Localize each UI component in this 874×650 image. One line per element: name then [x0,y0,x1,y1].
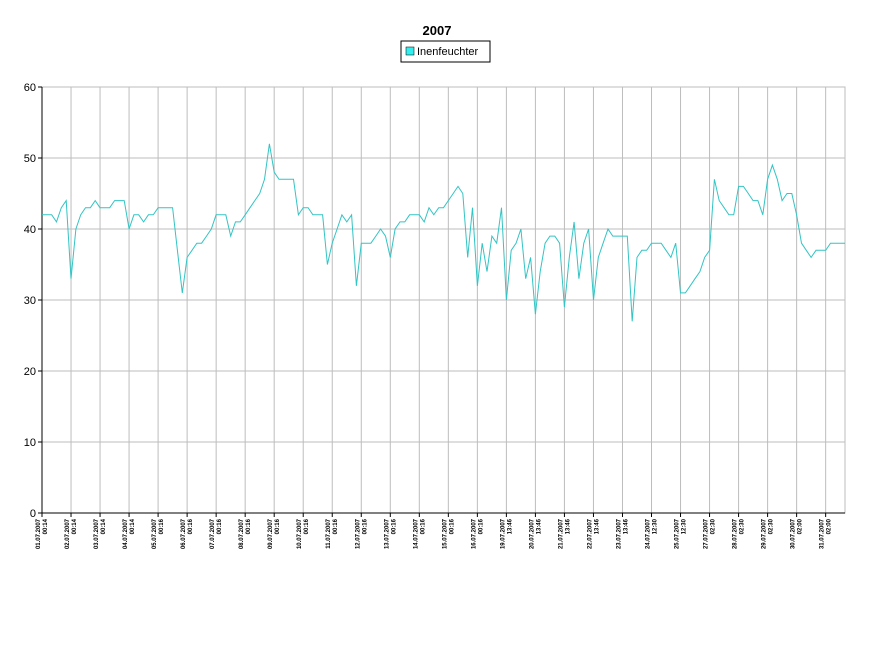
x-tick-label: 11.07.200700:16 [326,518,339,548]
x-tick-label: 23.07.200713:46 [616,518,629,549]
y-tick-label: 60 [24,82,36,94]
x-tick-label: 28.07.200702:30 [733,518,746,549]
x-tick-label: 19.07.200713:46 [500,518,513,549]
y-tick-label: 10 [24,437,36,449]
x-tick-label: 07.07.200700:16 [210,518,223,549]
x-tick-label-line: 02.07.2007 [65,518,71,549]
x-tick-label: 27.07.200702:30 [704,518,717,549]
x-tick-label: 24.07.200712:30 [646,518,659,549]
x-tick-label-line: 09.07.2007 [268,518,274,549]
x-tick-label: 05.07.200700:16 [152,518,165,549]
x-tick-label: 10.07.200700:16 [297,518,310,549]
y-tick-label: 30 [24,295,36,307]
x-tick-label-line: 12:30 [653,518,659,534]
x-tick-label-line: 10.07.2007 [297,518,303,549]
x-tick-label-line: 03.07.2007 [94,518,100,549]
x-tick-label: 01.07.200700:14 [36,518,49,549]
x-tick-label-line: 02:30 [711,518,717,534]
x-tick-label-line: 01.07.2007 [36,518,42,549]
y-tick-label: 20 [24,366,36,378]
x-tick-label: 14.07.200700:16 [413,518,426,549]
legend-box [400,40,491,63]
x-tick-label-line: 15.07.2007 [442,518,448,549]
x-tick-label-line: 00:16 [188,518,194,534]
legend-swatch [405,46,415,56]
x-tick-label-line: 30.07.2007 [791,518,797,549]
y-tick-label: 50 [24,153,36,165]
x-tick-label: 29.07.200702:30 [762,518,775,549]
x-tick-label-line: 00:16 [246,518,252,534]
x-tick-label: 12.07.200700:16 [355,518,368,549]
x-tick-label-line: 02:30 [740,518,746,534]
x-tick-label-line: 20.07.2007 [529,518,535,549]
x-tick-label: 16.07.200700:16 [471,518,484,549]
x-tick-label: 31.07.200702:00 [820,518,833,549]
x-tick-label: 21.07.200713:46 [558,518,571,549]
x-tick-label: 13.07.200700:16 [384,518,397,549]
x-tick-label-line: 00:16 [275,518,281,534]
x-tick-label-line: 06.07.2007 [181,518,187,549]
x-tick-label-line: 00:14 [43,518,49,534]
x-tick-label-line: 13:46 [536,518,542,534]
x-tick-label-line: 00:16 [304,518,310,534]
y-tick-label: 0 [30,508,36,520]
x-tick-label: 08.07.200700:16 [239,518,252,549]
x-tick-label-line: 00:16 [333,518,339,534]
x-tick-label-line: 02:00 [827,518,833,534]
x-tick-label-line: 19.07.2007 [500,518,506,549]
x-tick-label-line: 00:16 [391,518,397,534]
x-tick-label: 25.07.200712:30 [675,518,688,549]
x-tick-label-line: 22.07.2007 [587,518,593,549]
x-tick-label-line: 12:30 [682,518,688,534]
x-tick-label-line: 00:16 [420,518,426,534]
x-tick-label-line: 29.07.2007 [762,518,768,549]
x-tick-label-line: 14.07.2007 [413,518,419,549]
x-tick-label-line: 16.07.2007 [471,518,477,549]
x-tick-label-line: 00:16 [217,518,223,534]
x-tick-label: 02.07.200700:14 [65,518,78,549]
x-tick-label-line: 13:46 [507,518,513,534]
x-tick-label: 20.07.200713:46 [529,518,542,549]
x-tick-label-line: 23.07.2007 [616,518,622,549]
x-tick-label-line: 12.07.2007 [355,518,361,549]
x-tick-label-line: 00:14 [130,518,136,534]
x-tick-label-line: 00:14 [101,518,107,534]
x-tick-label-line: 28.07.2007 [733,518,739,549]
legend-label: Inenfeuchter [417,46,478,58]
y-tick-label: 40 [24,224,36,236]
x-tick-label-line: 11.07.2007 [326,518,332,548]
x-tick-label: 22.07.200713:46 [587,518,600,549]
x-tick-label-line: 13:46 [565,518,571,534]
x-tick-label-line: 13:46 [623,518,629,534]
x-tick-label: 04.07.200700:14 [123,518,136,549]
x-tick-label-line: 21.07.2007 [558,518,564,549]
x-tick-label-line: 24.07.2007 [646,518,652,549]
x-tick-label: 03.07.200700:14 [94,518,107,549]
x-tick-label: 06.07.200700:16 [181,518,194,549]
x-tick-label: 30.07.200702:00 [791,518,804,549]
x-tick-label-line: 08.07.2007 [239,518,245,549]
x-tick-label-line: 13.07.2007 [384,518,390,549]
chart-title: 2007 [423,23,452,38]
x-tick-label-line: 02:30 [769,518,775,534]
x-tick-label-line: 00:14 [72,518,78,534]
x-tick-label-line: 04.07.2007 [123,518,129,549]
x-tick-label-line: 27.07.2007 [704,518,710,549]
x-tick-label-line: 00:16 [159,518,165,534]
x-tick-label-line: 13:46 [594,518,600,534]
x-tick-label: 15.07.200700:16 [442,518,455,549]
x-tick-label-line: 00:16 [449,518,455,534]
x-tick-label-line: 25.07.2007 [675,518,681,549]
x-tick-label: 09.07.200700:16 [268,518,281,549]
x-tick-label-line: 07.07.2007 [210,518,216,549]
x-tick-label-line: 31.07.2007 [820,518,826,549]
x-tick-label-line: 00:16 [478,518,484,534]
x-tick-label-line: 02:00 [798,518,804,534]
x-tick-label-line: 00:16 [362,518,368,534]
x-tick-label-line: 05.07.2007 [152,518,158,549]
line-series [42,143,845,322]
